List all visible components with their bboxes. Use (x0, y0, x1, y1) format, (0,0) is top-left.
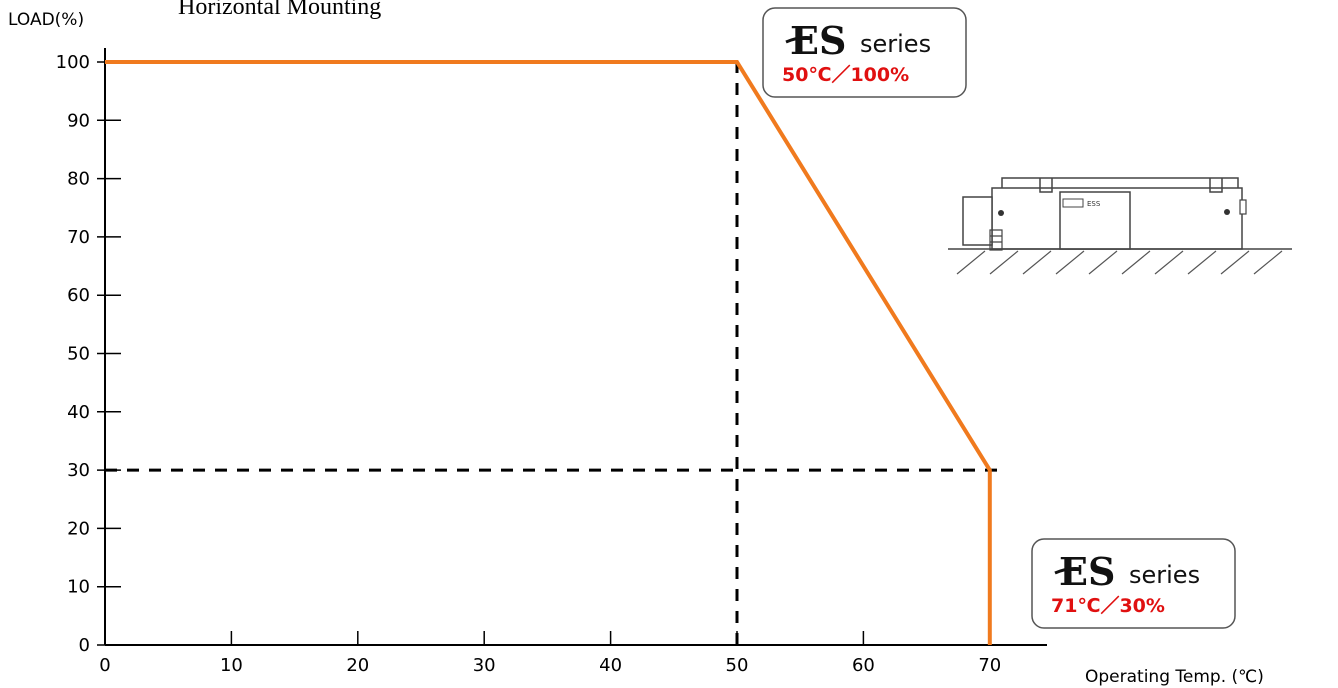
hatch-mark (1253, 250, 1283, 275)
chart-title: Horizontal Mounting (178, 0, 381, 20)
x-tick-label: 30 (473, 655, 496, 676)
terminal-connector (989, 229, 1003, 251)
hatch-mark (956, 250, 986, 275)
es-logo-swoosh-icon (1054, 567, 1082, 575)
y-tick-label: 60 (67, 285, 90, 306)
callout-brand: ES (790, 18, 846, 63)
device-label: ESS (1087, 200, 1101, 208)
callout-value: 71℃／30% (1051, 594, 1165, 617)
callout-box (1031, 538, 1236, 629)
derating-curve (105, 60, 992, 645)
side-tab (1239, 199, 1247, 215)
x-tick-label: 40 (599, 655, 622, 676)
y-tick-label: 70 (67, 227, 90, 248)
ground-hatch (956, 250, 1283, 275)
y-tick-label: 50 (67, 344, 90, 365)
screw-right-icon (1224, 209, 1230, 215)
y-tick-label: 80 (67, 169, 90, 190)
callout-box (762, 7, 967, 98)
callout-50c: ES series 50℃／100% (762, 7, 967, 98)
y-tick-label: 0 (79, 635, 90, 656)
y-tick-label: 90 (67, 110, 90, 131)
hatch-mark (1022, 250, 1052, 275)
y-tick-label: 40 (67, 402, 90, 423)
y-axis-label: LOAD(%) (8, 10, 84, 30)
screw-left-icon (998, 210, 1004, 216)
hatch-mark (1055, 250, 1085, 275)
x-tick-label: 50 (726, 655, 749, 676)
device-top-rail (1001, 177, 1239, 193)
y-tick-label: 100 (56, 52, 90, 73)
x-tick-label: 60 (852, 655, 875, 676)
y-tick-label: 20 (67, 518, 90, 539)
hatch-mark (989, 250, 1019, 275)
terminal-block (962, 196, 993, 246)
hatch-mark (1220, 250, 1250, 275)
hatch-mark (1088, 250, 1118, 275)
callout-value: 50℃／100% (782, 63, 909, 86)
callout-71c: ES series 71℃／30% (1031, 538, 1236, 629)
device-mounting-illustration: ESS (942, 150, 1302, 275)
x-tick-label: 20 (346, 655, 369, 676)
y-tick-label: 30 (67, 460, 90, 481)
callout-brand: ES (1059, 549, 1115, 594)
x-tick-label: 10 (220, 655, 243, 676)
es-logo-swoosh-icon (785, 36, 813, 44)
device-label-box (1062, 198, 1084, 208)
series-layer (105, 60, 992, 645)
callout-series: series (860, 30, 931, 58)
x-axis-label: Operating Temp. (℃) (1085, 667, 1264, 687)
callout-series: series (1129, 561, 1200, 589)
y-tick-label: 10 (67, 577, 90, 598)
hatch-mark (1154, 250, 1184, 275)
reference-lines (105, 62, 1003, 645)
hatch-mark (1187, 250, 1217, 275)
x-tick-label: 0 (99, 655, 110, 676)
ticks-layer: 0 10 20 30 40 50 60 70 80 90 100 0 10 20 30 40 50 60 70 (56, 52, 1002, 676)
x-tick-label: 70 (978, 655, 1001, 676)
hatch-mark (1121, 250, 1151, 275)
